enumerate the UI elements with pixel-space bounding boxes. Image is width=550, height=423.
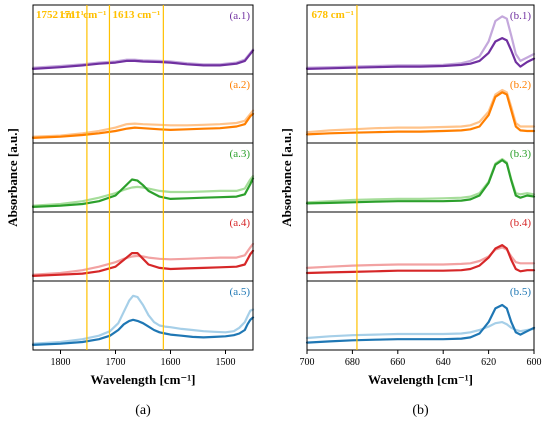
subplot-label: (b.2) (510, 79, 531, 91)
series-line-light (305, 157, 536, 204)
x-tick-label: 680 (345, 357, 360, 368)
guide-label: 678 cm⁻¹ (312, 9, 354, 21)
x-tick-label: 1800 (51, 357, 71, 368)
subplot-label: (a.3) (230, 148, 251, 160)
series-line-light (31, 175, 255, 207)
x-axis-label: Wavelength [cm⁻¹] (91, 372, 196, 387)
subplot-label: (b.3) (510, 148, 531, 160)
subplot-label: (a.4) (230, 217, 251, 229)
series-line-dark (305, 303, 536, 344)
series-line-light (305, 15, 536, 69)
y-axis-label: Absorbance [a.u.] (279, 128, 294, 227)
subplot-b-3: (b.3) (305, 142, 536, 213)
series-line-light (31, 294, 255, 345)
guide-label: 1711 cm⁻¹ (59, 9, 106, 21)
subplot-frame (32, 142, 254, 213)
subplot-label: (b.1) (510, 10, 531, 22)
panel-caption: (a) (135, 403, 151, 418)
subplot-a-1: (a.1) (31, 4, 255, 75)
subplot-frame (32, 73, 254, 144)
subplot-a-4: (a.4) (31, 211, 255, 282)
series-line-dark (305, 244, 536, 275)
subplot-a-5: (a.5) (31, 280, 255, 351)
subplot-b-5: (b.5) (305, 280, 536, 351)
x-tick-label: 1700 (106, 357, 126, 368)
subplot-b-4: (b.4) (305, 211, 536, 282)
x-tick-label: 1500 (216, 357, 236, 368)
series-line-light (305, 88, 536, 134)
x-tick-label: 660 (390, 357, 405, 368)
subplot-label: (b.4) (510, 217, 531, 229)
series-line-light (305, 321, 536, 340)
subplot-b-2: (b.2) (305, 73, 536, 144)
subplot-a-3: (a.3) (31, 142, 255, 213)
series-line-light (305, 246, 536, 269)
x-tick-label: 640 (436, 357, 451, 368)
subplot-label: (a.1) (230, 10, 251, 22)
subplot-label: (a.2) (230, 79, 251, 91)
panel-b: (b.1) (b.2) (b.3) (b.4) (b.5) 678 cm⁻¹ 700 680 6… (279, 4, 542, 418)
series-line-dark (31, 249, 255, 277)
x-axis-label: Wavelength [cm⁻¹] (368, 372, 473, 387)
series-line-dark (31, 49, 255, 71)
x-tick-label: 620 (481, 357, 496, 368)
subplot-label: (b.5) (510, 286, 531, 298)
subplot-frame (32, 280, 254, 351)
subplot-a-2: (a.2) (31, 73, 255, 144)
x-tick-label: 700 (300, 357, 315, 368)
guide-label: 1752 cm⁻¹ (36, 9, 84, 21)
series-line-dark (31, 112, 255, 139)
y-axis-label: Absorbance [a.u.] (5, 128, 20, 227)
series-line-dark (305, 36, 536, 71)
series-line-dark (31, 316, 255, 346)
panel-caption: (b) (412, 403, 429, 418)
guide-label: 1613 cm⁻¹ (112, 9, 160, 21)
x-tick-label: 600 (527, 357, 542, 368)
series-line-dark (31, 177, 255, 208)
series-line-dark (305, 159, 536, 205)
subplot-frame (306, 280, 535, 351)
series-line-dark (305, 91, 536, 136)
series-line-light (31, 242, 255, 276)
series-line-light (31, 109, 255, 138)
subplot-label: (a.5) (230, 286, 251, 298)
subplot-frame (32, 211, 254, 282)
x-tick-label: 1600 (161, 357, 181, 368)
